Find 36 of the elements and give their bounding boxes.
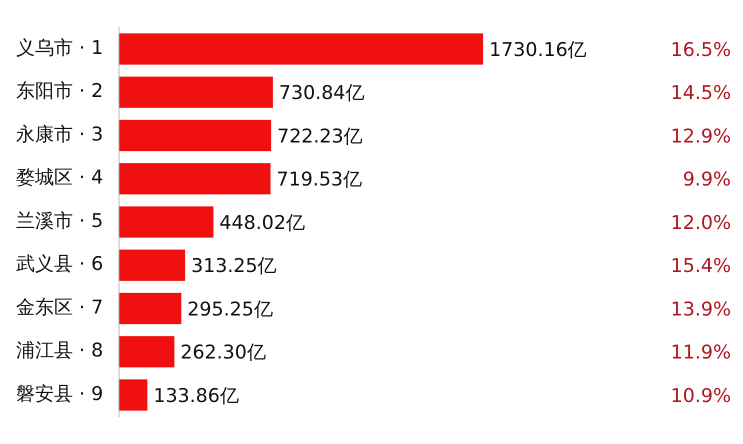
data-label: 262.30亿 — [180, 342, 266, 364]
y-tick-label: 浦江县 · 8 — [16, 340, 104, 362]
text: 12.0% — [670, 212, 731, 234]
y-tick-label: 金东区 · 7 — [16, 296, 104, 318]
data-label: 295.25亿 — [187, 298, 273, 320]
data-label: 722.23亿 — [277, 125, 363, 148]
y-tick-label: 永康市 · 3 — [16, 123, 104, 146]
bar — [119, 120, 272, 152]
data-label: 448.02亿 — [219, 212, 305, 234]
text: 14.5% — [670, 82, 731, 104]
y-tick-label: 东阳市 · 2 — [16, 80, 104, 102]
y-tick-label: 磐安县 · 9 — [16, 382, 104, 405]
text: 15.4% — [670, 255, 731, 278]
bar — [119, 292, 182, 324]
bar — [119, 206, 214, 238]
text: 16.5% — [670, 38, 731, 61]
y-tick-label: 义乌市 · 1 — [16, 36, 104, 59]
bar — [119, 76, 273, 108]
text: 13.9% — [670, 298, 731, 320]
text: 12.9% — [670, 125, 731, 148]
bar — [119, 163, 271, 194]
text: 9.9% — [682, 168, 731, 191]
y-tick-label: 兰溪市 · 5 — [16, 210, 104, 232]
data-label: 1730.16亿 — [489, 38, 587, 61]
bar — [119, 379, 148, 411]
bar — [119, 336, 174, 368]
data-label: 133.86亿 — [153, 384, 239, 407]
text: 11.9% — [670, 342, 731, 364]
bar — [119, 33, 484, 65]
text: 10.9% — [670, 384, 731, 407]
y-tick-label: 武义县 · 6 — [16, 253, 104, 276]
bar — [119, 250, 186, 281]
y-tick-label: 婺城区 · 4 — [16, 166, 104, 189]
data-label: 719.53亿 — [276, 168, 362, 191]
data-label: 313.25亿 — [191, 255, 277, 278]
data-label: 730.84亿 — [278, 82, 364, 104]
